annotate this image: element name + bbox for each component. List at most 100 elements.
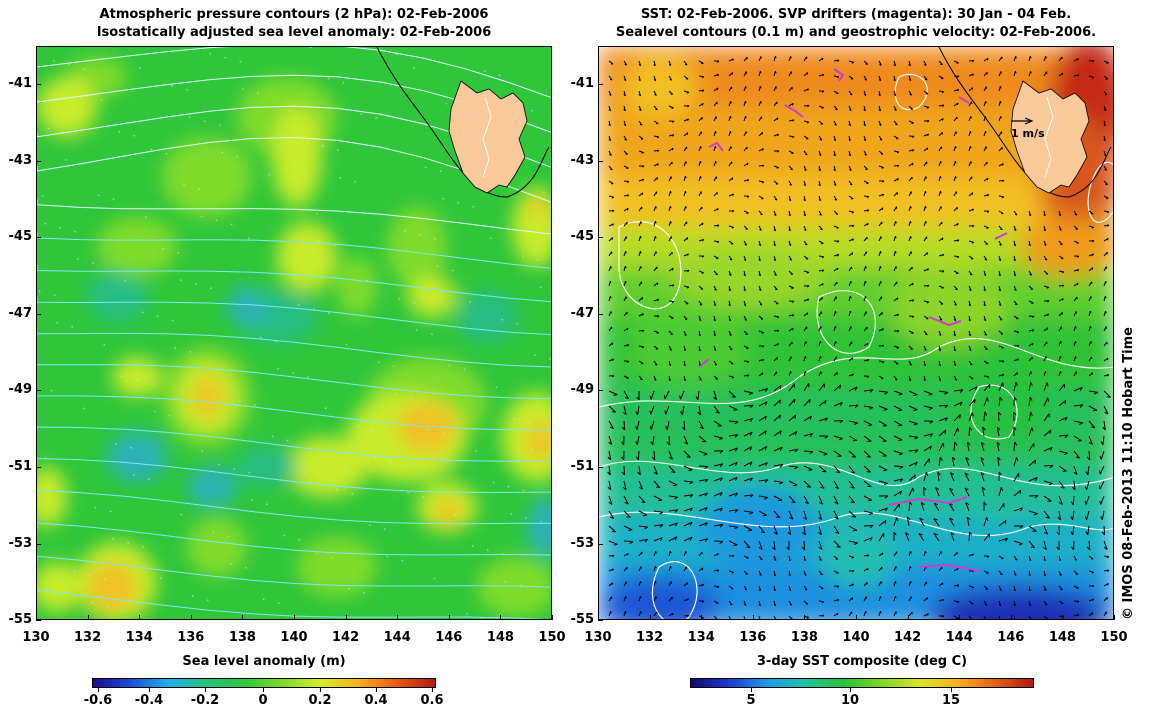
velocity-arrowhead <box>1029 396 1033 401</box>
velocity-arrowhead <box>912 299 915 302</box>
sla-sample-dot <box>53 60 55 62</box>
velocity-arrowhead <box>999 396 1003 401</box>
velocity-arrow <box>878 465 888 471</box>
velocity-arrowhead <box>984 116 987 119</box>
velocity-arrowhead <box>893 94 896 97</box>
pressure-contour <box>37 589 543 619</box>
velocity-arrow <box>908 405 918 411</box>
velocity-arrowhead <box>1091 60 1095 63</box>
sea-level-contour <box>816 290 876 354</box>
velocity-arrowhead <box>1047 397 1049 402</box>
velocity-arrow <box>997 411 1000 422</box>
velocity-arrow <box>773 385 782 392</box>
y-tick-label: -53 <box>8 535 33 551</box>
sla-sample-dot <box>218 463 221 466</box>
velocity-arrowhead <box>747 179 750 182</box>
velocity-arrowhead <box>729 131 732 134</box>
velocity-arrow <box>1086 480 1090 490</box>
velocity-arrowhead <box>743 304 747 307</box>
velocity-arrow <box>908 299 914 302</box>
velocity-arrowhead <box>1043 574 1046 577</box>
velocity-arrowhead <box>714 288 717 291</box>
velocity-arrowhead <box>713 396 717 401</box>
velocity-arrow <box>608 435 613 445</box>
velocity-arrowhead <box>679 395 681 400</box>
velocity-arrowhead <box>896 517 899 522</box>
right-title-line-1: SST: 02-Feb-2006. SVP drifters (magenta)… <box>640 7 1072 22</box>
velocity-arrowhead <box>869 389 874 393</box>
velocity-arrowhead <box>713 334 716 337</box>
velocity-arrowhead <box>762 164 765 168</box>
velocity-arrowhead <box>686 132 689 135</box>
x-tick-mark <box>598 615 599 620</box>
velocity-arrowhead <box>701 600 705 603</box>
velocity-arrow <box>878 507 888 512</box>
velocity-arrowhead <box>1106 62 1109 64</box>
velocity-arrowhead <box>1092 598 1095 602</box>
velocity-arrow <box>1058 450 1068 454</box>
velocity-arrow <box>998 397 1001 407</box>
velocity-arrowhead <box>821 256 825 259</box>
velocity-arrow <box>833 435 843 440</box>
velocity-arrowhead <box>953 334 956 337</box>
velocity-arrowhead <box>1013 411 1017 416</box>
velocity-arrowhead <box>689 536 693 541</box>
sla-sample-dot <box>177 251 180 254</box>
velocity-arrowhead <box>964 487 969 491</box>
velocity-arrow <box>1028 477 1038 482</box>
velocity-arrow <box>938 457 941 467</box>
sla-sample-dot <box>328 312 330 314</box>
velocity-arrowhead <box>956 223 959 226</box>
velocity-arrowhead <box>969 289 972 291</box>
velocity-arrowhead <box>924 191 927 194</box>
velocity-arrowhead <box>854 386 858 391</box>
velocity-scale-arrowhead <box>1024 117 1034 125</box>
velocity-arrowhead <box>833 169 836 172</box>
velocity-arrowhead <box>704 507 708 512</box>
velocity-arrow <box>1085 495 1090 505</box>
sla-sample-dot <box>183 184 185 186</box>
velocity-arrowhead <box>999 101 1002 104</box>
velocity-arrow <box>1043 510 1050 519</box>
velocity-arrowhead <box>999 620 1001 621</box>
sla-sample-dot <box>324 407 327 410</box>
velocity-arrowhead <box>881 167 884 169</box>
sla-sample-dot <box>539 286 542 289</box>
velocity-arrowhead <box>764 462 768 467</box>
velocity-arrow <box>983 533 990 542</box>
x-tick-label: 130 <box>22 630 50 645</box>
sla-sample-dot <box>209 52 212 55</box>
velocity-arrowhead <box>982 426 986 431</box>
velocity-arrow <box>1058 495 1063 505</box>
colorbar-tick-mark <box>98 688 99 692</box>
y-tick-mark <box>36 467 41 468</box>
velocity-arrow <box>983 411 986 422</box>
velocity-arrowhead <box>806 617 809 619</box>
sla-anomaly-patch <box>187 517 247 577</box>
velocity-arrowhead <box>1045 516 1050 519</box>
sla-sample-dot <box>525 517 527 519</box>
x-tick-mark <box>701 615 703 620</box>
velocity-arrowhead <box>642 178 645 182</box>
velocity-arrow <box>951 457 955 467</box>
velocity-arrowhead <box>1030 411 1033 416</box>
sla-sample-dot <box>250 499 253 502</box>
velocity-arrow <box>1028 255 1032 261</box>
velocity-arrowhead <box>1013 589 1016 592</box>
drifter-track <box>928 316 962 327</box>
velocity-arrow <box>833 420 844 422</box>
velocity-arrowhead <box>863 109 866 112</box>
velocity-arrowhead <box>704 522 708 527</box>
velocity-arrowhead <box>701 272 704 274</box>
velocity-arrowhead <box>1061 298 1064 301</box>
velocity-arrow <box>743 417 753 422</box>
velocity-arrow <box>1013 441 1016 452</box>
velocity-arrowhead <box>671 471 676 474</box>
sla-sample-dot <box>168 414 171 417</box>
velocity-arrowhead <box>803 559 806 562</box>
sla-sample-dot <box>142 546 144 548</box>
velocity-arrow <box>773 540 776 550</box>
velocity-arrowhead <box>983 304 986 307</box>
velocity-arrowhead <box>987 194 990 197</box>
velocity-arrowhead <box>954 441 958 446</box>
